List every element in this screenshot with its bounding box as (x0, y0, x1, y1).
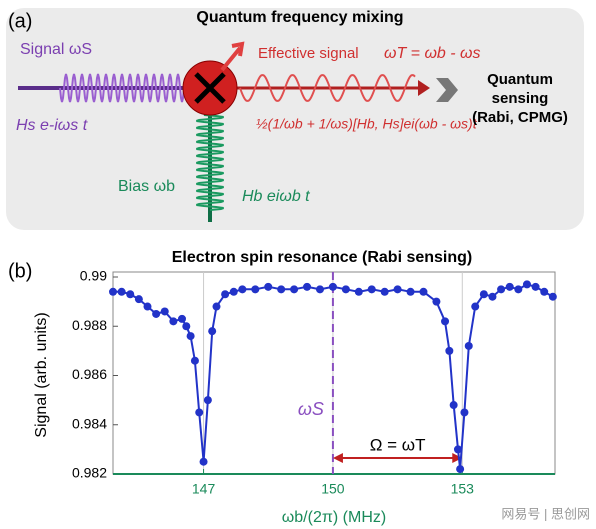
data-point (432, 297, 441, 306)
data-point (514, 285, 523, 294)
data-point (367, 285, 376, 294)
data-point (464, 341, 473, 350)
y-tick-label: 0.986 (72, 366, 107, 382)
y-tick-label: 0.988 (72, 317, 107, 333)
y-tick-label: 0.99 (80, 268, 107, 284)
data-point (497, 285, 506, 294)
panel-label: (a) (8, 10, 32, 32)
panel-a-background (6, 8, 584, 230)
effective-label: Effective signal (258, 45, 359, 62)
annotation: Ω = ωT (370, 435, 426, 454)
data-point (177, 314, 186, 323)
bias-wave (196, 114, 224, 211)
data-point (445, 346, 454, 355)
data-point (419, 287, 428, 296)
diagram-title: Quantum frequency mixing (196, 9, 403, 26)
data-point (406, 287, 415, 296)
data-line (113, 283, 554, 470)
x-tick-label: 150 (321, 481, 345, 497)
signal-hamiltonian: Hs e-iωs t (16, 117, 88, 134)
data-point (453, 445, 462, 454)
span-arrowhead (452, 453, 463, 463)
x-axis-label: ωb/(2π) (MHz) (282, 509, 386, 526)
effective-wave (239, 74, 416, 102)
x-tick-label: 147 (192, 481, 216, 497)
watermark: 网易号 | 思创网 (501, 506, 590, 521)
data-point (522, 280, 531, 289)
data-point (134, 295, 143, 304)
data-point (456, 465, 465, 474)
x-tick-label: 153 (451, 481, 475, 497)
plot-area (112, 271, 556, 475)
data-point (221, 290, 230, 299)
data-point (109, 287, 117, 296)
y-tick-label: 0.982 (72, 465, 107, 481)
y-tick-label: 0.984 (72, 415, 107, 431)
signal-wave (59, 73, 186, 103)
data-point (160, 307, 169, 316)
data-point (548, 292, 557, 301)
data-point (341, 285, 350, 294)
data-point (479, 290, 488, 299)
data-point (471, 302, 480, 311)
output-line: sensing (492, 90, 549, 107)
annotation: ωS (298, 399, 324, 419)
data-point (328, 282, 337, 291)
data-point (488, 292, 497, 301)
output-line: (Rabi, CPMG) (472, 109, 568, 126)
data-point (290, 285, 299, 294)
data-point (126, 290, 135, 299)
chevron (436, 78, 458, 102)
output-line: Quantum (487, 71, 553, 88)
mixer-cross (194, 72, 226, 104)
bias-label: Bias ωb (118, 178, 175, 195)
data-point (229, 287, 238, 296)
panel-label: (b) (8, 260, 32, 282)
data-point (354, 287, 363, 296)
data-point (531, 282, 540, 291)
data-point (143, 302, 152, 311)
data-point (238, 285, 247, 294)
data-point (212, 302, 221, 311)
effective-formula: ½(1/ωb + 1/ωs)[Hb, Hs]ei(ωb - ωs)t (256, 116, 478, 132)
y-axis-label: Signal (arb. units) (33, 312, 50, 437)
data-point (315, 285, 324, 294)
data-point (277, 285, 286, 294)
effective-frequency: ωT = ωb - ωs (384, 45, 481, 62)
data-point (303, 282, 312, 291)
data-point (251, 285, 260, 294)
data-point (182, 322, 191, 331)
data-point (505, 282, 514, 291)
mixer-arrow (220, 41, 245, 72)
signal-label: Signal ωS (20, 41, 92, 58)
data-point (195, 408, 204, 417)
data-point (441, 317, 450, 326)
data-point (449, 401, 458, 410)
data-point (169, 317, 178, 326)
data-point (380, 287, 389, 296)
span-arrowhead (332, 453, 343, 463)
data-point (460, 408, 469, 417)
data-point (203, 396, 212, 405)
data-point (199, 457, 208, 466)
chart-title: Electron spin resonance (Rabi sensing) (172, 249, 473, 266)
data-point (264, 282, 273, 291)
data-point (540, 287, 549, 296)
data-point (152, 309, 161, 318)
data-point (208, 327, 217, 336)
data-point (190, 356, 199, 365)
effective-arrowhead (418, 80, 430, 96)
data-point (186, 332, 195, 341)
bias-hamiltonian: Hb eiωb t (242, 188, 310, 205)
data-point (117, 287, 126, 296)
data-point (393, 285, 402, 294)
